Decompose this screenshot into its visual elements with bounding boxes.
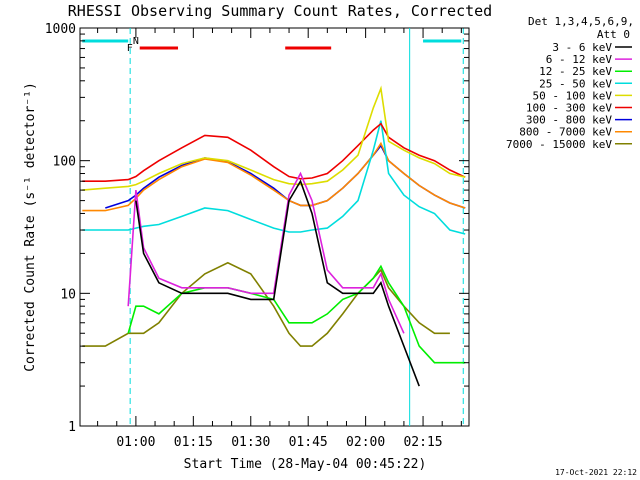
legend-label: 12 - 25 keV (539, 65, 612, 78)
x-axis-label: Start Time (28-May-04 00:45:22) (184, 457, 427, 472)
legend-label: 300 - 800 keV (526, 114, 612, 127)
series-6-12keV (127, 171, 405, 334)
series-line (82, 141, 466, 212)
legend-label: 3 - 6 keV (552, 41, 612, 54)
plot-frame (79, 27, 470, 427)
footer-date: 17-Oct-2021 22:12 (555, 468, 637, 477)
series-line (82, 85, 466, 191)
legend-label: 100 - 300 keV (526, 102, 612, 115)
x-tick-label: 01:00 (116, 435, 155, 450)
x-tick-label: 01:45 (289, 435, 328, 450)
x-tick-label: 02:15 (403, 435, 442, 450)
legend-label: 50 - 100 keV (533, 89, 613, 102)
legend-label: 6 - 12 keV (546, 53, 613, 66)
series-50-100keV (82, 85, 466, 191)
series-100-300keV (82, 122, 466, 182)
series-line (127, 264, 466, 364)
legend-label: 800 - 7000 keV (519, 126, 612, 139)
series-line (135, 179, 420, 387)
y-tick-label: 100 (53, 155, 76, 170)
y-axis-label: Corrected Count Rate (s⁻¹ detector⁻¹) (23, 82, 38, 372)
y-tick-label: 1000 (45, 22, 76, 37)
y-tick-label: 10 (60, 287, 76, 302)
chart-title: RHESSI Observing Summary Count Rates, Co… (68, 2, 492, 20)
series-line (82, 261, 450, 347)
series-7000-15000keV (82, 261, 450, 347)
attenuator-marker-f: F (127, 43, 133, 54)
attenuator-marker-n: N (133, 36, 139, 47)
x-tick-label: 01:30 (231, 435, 270, 450)
series-line (127, 171, 405, 334)
plot-area: FN (82, 28, 466, 426)
legend-header-attenuator: Att 0 (597, 28, 630, 41)
legend-header-detectors: Det 1,3,4,5,6,9, (528, 15, 634, 28)
y-tick-label: 1 (68, 420, 76, 435)
series-12-25keV (127, 264, 466, 364)
series-3-6keV (135, 179, 420, 387)
series-800-7000keV (82, 141, 466, 212)
x-tick-label: 02:00 (346, 435, 385, 450)
axes: 1 10 100 1000 01:00 01:15 01:30 01:45 02:00 02:15 (45, 22, 469, 450)
series-line (82, 122, 466, 182)
x-tick-label: 01:15 (174, 435, 213, 450)
legend-label: 25 - 50 keV (539, 77, 612, 90)
series-line (82, 120, 466, 235)
legend-label: 7000 - 15000 keV (506, 138, 612, 151)
series-25-50keV (82, 120, 466, 235)
